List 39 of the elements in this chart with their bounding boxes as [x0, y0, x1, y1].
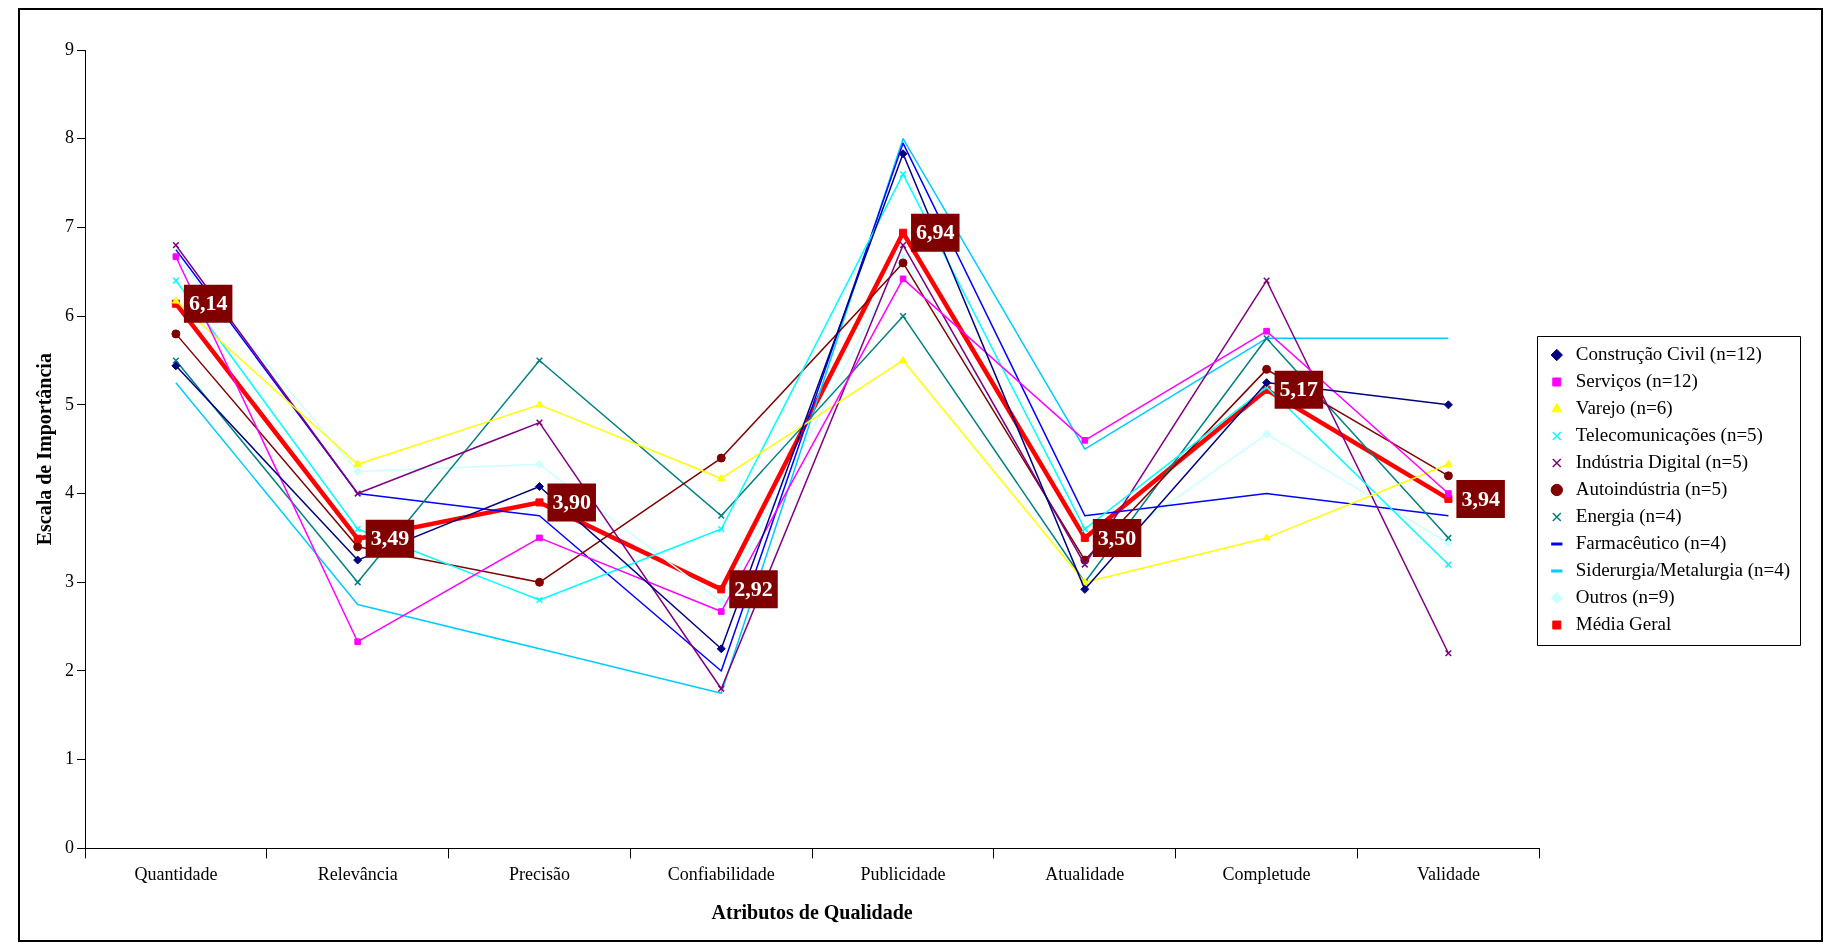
y-tick-label: 4	[65, 482, 74, 503]
y-tick-label: 2	[65, 659, 74, 680]
y-tick-label: 8	[65, 127, 74, 148]
y-axis-title: Escala de Importância	[33, 353, 57, 546]
legend-label: Farmacêutico (n=4)	[1575, 531, 1727, 554]
data-label: 6,14	[188, 290, 228, 316]
y-tick-label: 9	[65, 38, 74, 59]
y-tick-label: 1	[65, 748, 74, 769]
legend-label: Siderurgia/Metalurgia (n=4)	[1575, 558, 1790, 581]
legend-label: Indústria Digital (n=5)	[1575, 450, 1748, 473]
y-tick-label: 6	[65, 304, 74, 325]
data-label: 3,94	[1461, 485, 1500, 511]
x-tick-label: Precisão	[508, 863, 570, 884]
legend-label: Serviços (n=12)	[1575, 369, 1698, 392]
x-tick-label: Publicidade	[860, 863, 946, 884]
y-tick-label: 5	[65, 393, 74, 414]
data-label: 2,92	[734, 576, 773, 602]
x-tick-label: Atualidade	[1045, 863, 1125, 884]
x-tick-label: Validade	[1416, 863, 1480, 884]
x-tick-label: Confiabilidade	[667, 863, 775, 884]
legend-label: Autoindústria (n=5)	[1575, 477, 1728, 500]
data-label: 3,90	[552, 489, 591, 515]
y-tick-label: 0	[65, 837, 74, 858]
y-tick-label: 3	[65, 571, 74, 591]
data-label: 5,17	[1279, 376, 1319, 402]
x-tick-label: Relevância	[317, 863, 398, 884]
legend-label: Construção Civil (n=12)	[1575, 342, 1762, 365]
data-label: 3,49	[370, 525, 410, 551]
x-tick-label: Completude	[1222, 863, 1311, 884]
data-label: 6,94	[916, 219, 955, 245]
legend-label: Telecomunicações (n=5)	[1575, 423, 1763, 446]
x-axis-title: Atributos de Qualidade	[711, 901, 913, 924]
legend-label: Varejo (n=6)	[1575, 396, 1673, 419]
legend-label: Outros (n=9)	[1575, 585, 1675, 608]
x-tick-label: Quantidade	[134, 863, 218, 884]
data-label: 3,50	[1097, 524, 1137, 550]
y-tick-label: 7	[65, 216, 74, 237]
legend-label: Média Geral	[1575, 612, 1672, 634]
legend-label: Energia (n=4)	[1575, 504, 1682, 527]
